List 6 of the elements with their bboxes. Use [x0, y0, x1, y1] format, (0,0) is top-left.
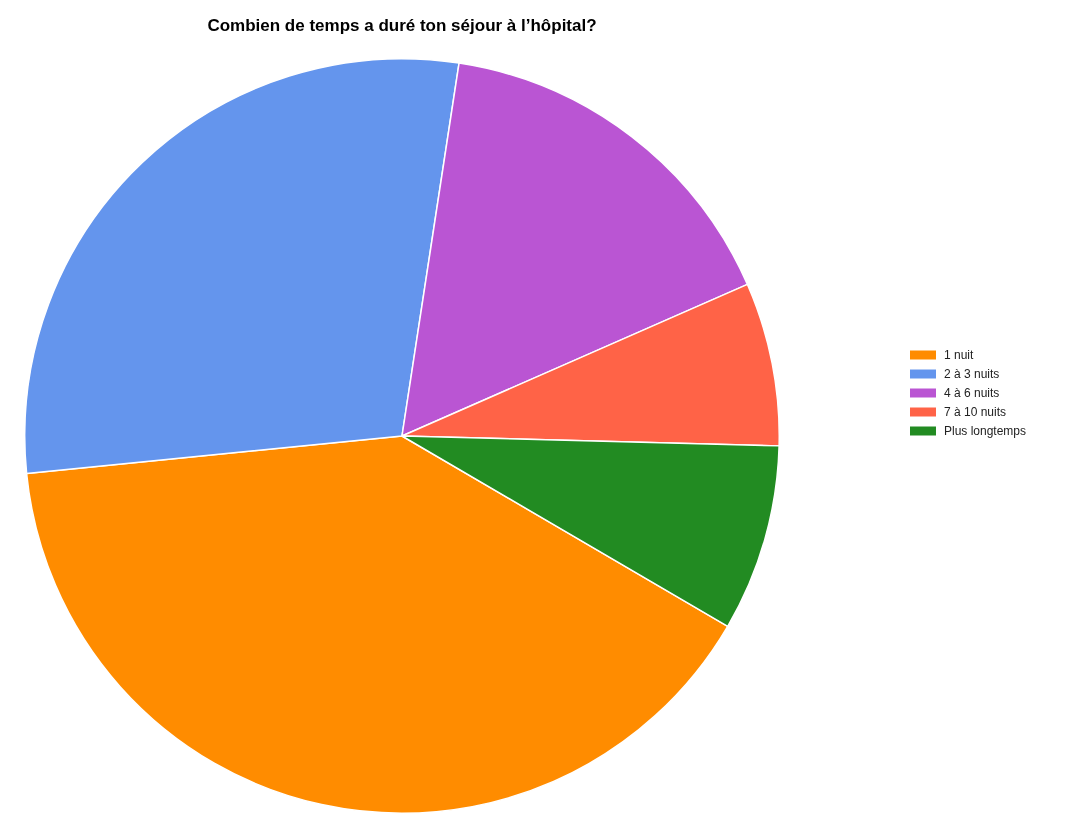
legend-label: Plus longtemps — [944, 423, 1027, 438]
legend-label: 1 nuit — [944, 347, 975, 362]
chart-title: Combien de temps a duré ton séjour à l’hôpital? — [207, 16, 597, 36]
legend-label: 2 à 3 nuits — [944, 366, 1000, 381]
legend-label: 7 à 10 nuits — [944, 404, 1007, 419]
legend-label: 4 à 6 nuits — [944, 385, 1000, 400]
